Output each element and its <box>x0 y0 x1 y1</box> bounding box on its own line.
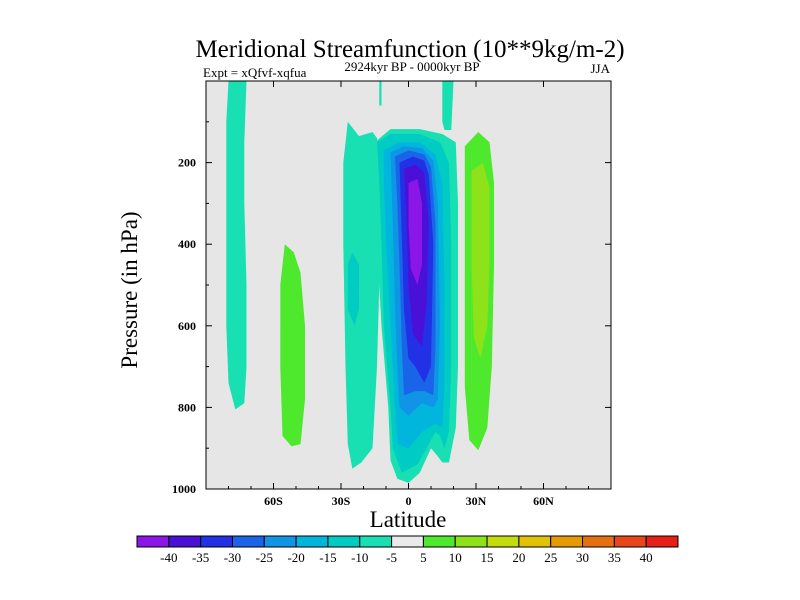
colorbar-label: 10 <box>449 550 462 565</box>
season-label: JJA <box>590 61 610 76</box>
colorbar-label: -40 <box>160 550 177 565</box>
x-tick-label: 0 <box>406 494 412 508</box>
x-tick-label: 60S <box>264 494 283 508</box>
colorbar-swatch <box>295 535 329 548</box>
colorbar-swatch <box>263 535 297 548</box>
colorbar-label: -20 <box>287 550 304 565</box>
colorbar-swatch <box>645 535 679 548</box>
chart-title: Meridional Streamfunction (10**9kg/m-2) <box>195 36 624 63</box>
colorbar-swatch <box>327 535 361 548</box>
colorbar-label: -25 <box>256 550 273 565</box>
colorbar-swatch <box>359 535 393 548</box>
colorbar-label: 35 <box>608 550 621 565</box>
colorbar-swatch <box>454 535 488 548</box>
y-tick-label: 600 <box>178 319 196 333</box>
contour-band-50s-green <box>280 244 305 447</box>
colorbar-swatch <box>200 535 233 548</box>
colorbar-label: -35 <box>192 550 209 565</box>
colorbar-swatch <box>550 535 584 548</box>
colorbar-swatch <box>231 535 265 548</box>
colorbar-label: 15 <box>481 550 494 565</box>
colorbar-label: -5 <box>386 550 397 565</box>
colorbar-swatch <box>486 535 520 548</box>
contour-band-25s-teal <box>343 121 380 469</box>
colorbar-swatch <box>168 535 202 548</box>
y-tick-label: 400 <box>178 237 196 251</box>
contour-band-70s-teal <box>226 81 247 410</box>
colorbar-label: 25 <box>544 550 557 565</box>
contour-cell-equator-violet <box>408 178 422 285</box>
contour-cell-30n-lime <box>471 162 490 359</box>
colorbar-label: 40 <box>640 550 653 565</box>
colorbar-label: 5 <box>420 550 427 565</box>
experiment-label: Expt = xQfvf-xqfua <box>203 65 307 80</box>
colorbar-swatch <box>136 535 170 548</box>
colorbar-swatch <box>391 535 424 548</box>
contour-band-15s-cyan <box>347 252 359 326</box>
contour-strip-10n-teal <box>442 81 454 130</box>
colorbar-swatch <box>518 535 552 548</box>
y-axis-label: Pressure (in hPa) <box>117 211 142 368</box>
x-tick-label: 30N <box>466 494 487 508</box>
x-axis-label: Latitude <box>370 507 447 532</box>
colorbar-label: 20 <box>512 550 525 565</box>
colorbar-swatch <box>422 535 456 548</box>
colorbar-label: -15 <box>319 550 336 565</box>
y-tick-label: 1000 <box>172 482 196 496</box>
y-tick-label: 800 <box>178 400 196 414</box>
colorbar-swatch <box>582 535 615 548</box>
contour-cell-10s-top-teal <box>379 81 382 106</box>
y-tick-label: 200 <box>178 156 196 170</box>
colorbar-swatch <box>613 535 647 548</box>
colorbar-label: -10 <box>351 550 368 565</box>
period-label: 2924kyr BP - 0000kyr BP <box>344 59 479 74</box>
colorbar-label: -30 <box>224 550 241 565</box>
x-tick-label: 30S <box>332 494 351 508</box>
colorbar-label: 30 <box>576 550 589 565</box>
x-tick-label: 60N <box>533 494 554 508</box>
